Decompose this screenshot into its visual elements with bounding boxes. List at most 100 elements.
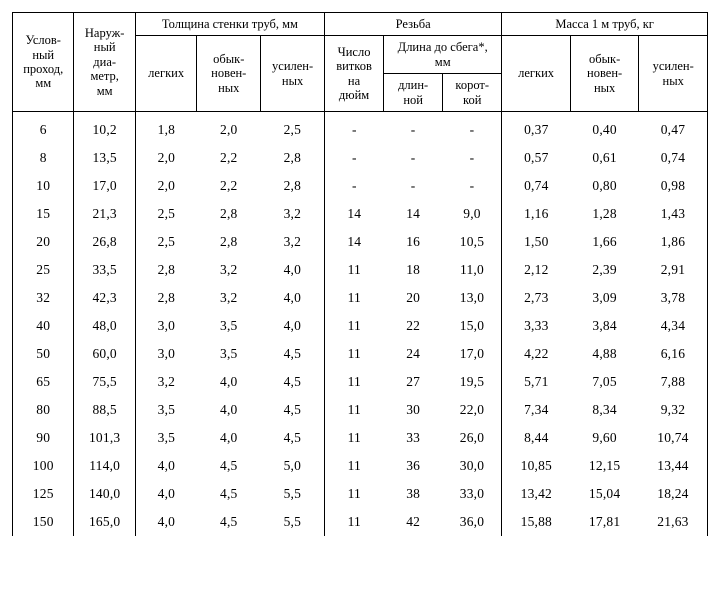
table-header: Услов-ныйпроход,мм Наруж-ныйдиа-метр,мм … (13, 13, 708, 112)
cell-ll: - (384, 144, 443, 172)
cell-m3: 0,74 (639, 144, 708, 172)
cell-od: 140,0 (74, 480, 135, 508)
cell-t1: 2,8 (135, 256, 196, 284)
table-row: 90101,33,54,04,5113326,08,449,6010,74 (13, 424, 708, 452)
cell-t2: 4,0 (197, 368, 261, 396)
cell-tp: 14 (325, 200, 384, 228)
cell-m3: 4,34 (639, 312, 708, 340)
cell-tp: 11 (325, 396, 384, 424)
cell-ll: 24 (384, 340, 443, 368)
table-row: 5060,03,03,54,5112417,04,224,886,16 (13, 340, 708, 368)
cell-ls: - (443, 111, 502, 144)
cell-m2: 1,28 (570, 200, 639, 228)
cell-ls: 26,0 (443, 424, 502, 452)
cell-t2: 2,2 (197, 144, 261, 172)
table-row: 4048,03,03,54,0112215,03,333,844,34 (13, 312, 708, 340)
cell-od: 42,3 (74, 284, 135, 312)
cell-m3: 7,88 (639, 368, 708, 396)
cell-m3: 1,43 (639, 200, 708, 228)
table-row: 150165,04,04,55,5114236,015,8817,8121,63 (13, 508, 708, 536)
cell-tp: 11 (325, 452, 384, 480)
hdr-grp-rezba: Резьба (325, 13, 502, 36)
cell-ll: 14 (384, 200, 443, 228)
table-row: 1017,02,02,22,8---0,740,800,98 (13, 172, 708, 200)
cell-ls: 33,0 (443, 480, 502, 508)
cell-ll: 22 (384, 312, 443, 340)
cell-od: 88,5 (74, 396, 135, 424)
hdr-dlina-sbeg: Длина до сбега*,мм (384, 36, 502, 74)
cell-od: 21,3 (74, 200, 135, 228)
cell-ll: - (384, 172, 443, 200)
cell-m3: 3,78 (639, 284, 708, 312)
cell-d: 80 (13, 396, 74, 424)
cell-ll: 33 (384, 424, 443, 452)
table-row: 610,21,82,02,5---0,370,400,47 (13, 111, 708, 144)
cell-tp: 11 (325, 256, 384, 284)
cell-t3: 5,5 (261, 480, 325, 508)
cell-t1: 3,0 (135, 340, 196, 368)
hdr-korotkoj: корот-кой (443, 74, 502, 112)
table-row: 813,52,02,22,8---0,570,610,74 (13, 144, 708, 172)
cell-ll: 20 (384, 284, 443, 312)
cell-m3: 18,24 (639, 480, 708, 508)
cell-ls: 15,0 (443, 312, 502, 340)
cell-tp: 11 (325, 312, 384, 340)
cell-m3: 0,98 (639, 172, 708, 200)
cell-m1: 4,22 (502, 340, 571, 368)
cell-ls: 10,5 (443, 228, 502, 256)
cell-d: 65 (13, 368, 74, 396)
cell-t2: 2,8 (197, 200, 261, 228)
cell-m3: 21,63 (639, 508, 708, 536)
cell-ll: 16 (384, 228, 443, 256)
cell-od: 165,0 (74, 508, 135, 536)
cell-t3: 2,8 (261, 144, 325, 172)
cell-tp: 11 (325, 284, 384, 312)
cell-t1: 4,0 (135, 508, 196, 536)
cell-ls: 30,0 (443, 452, 502, 480)
cell-ls: - (443, 172, 502, 200)
cell-d: 90 (13, 424, 74, 452)
cell-t3: 3,2 (261, 228, 325, 256)
cell-d: 100 (13, 452, 74, 480)
cell-ls: 13,0 (443, 284, 502, 312)
cell-od: 26,8 (74, 228, 135, 256)
hdr-m-legkih: легких (502, 36, 571, 112)
hdr-m-obyk: обык-новен-ных (570, 36, 639, 112)
cell-t1: 2,5 (135, 200, 196, 228)
cell-t1: 4,0 (135, 480, 196, 508)
cell-m3: 9,32 (639, 396, 708, 424)
cell-tp: - (325, 172, 384, 200)
cell-m3: 0,47 (639, 111, 708, 144)
cell-ls: 11,0 (443, 256, 502, 284)
cell-od: 48,0 (74, 312, 135, 340)
cell-d: 15 (13, 200, 74, 228)
cell-ll: 27 (384, 368, 443, 396)
cell-t3: 5,0 (261, 452, 325, 480)
cell-t3: 4,0 (261, 256, 325, 284)
cell-m2: 3,84 (570, 312, 639, 340)
cell-m1: 15,88 (502, 508, 571, 536)
cell-m2: 9,60 (570, 424, 639, 452)
cell-d: 50 (13, 340, 74, 368)
cell-tp: - (325, 111, 384, 144)
cell-m3: 1,86 (639, 228, 708, 256)
cell-t1: 3,2 (135, 368, 196, 396)
cell-od: 10,2 (74, 111, 135, 144)
cell-m2: 4,88 (570, 340, 639, 368)
cell-t3: 5,5 (261, 508, 325, 536)
cell-m2: 8,34 (570, 396, 639, 424)
cell-d: 20 (13, 228, 74, 256)
cell-tp: 11 (325, 340, 384, 368)
cell-t2: 4,0 (197, 396, 261, 424)
hdr-grp-tolshina: Толщина стенки труб, мм (135, 13, 324, 36)
table-body: 610,21,82,02,5---0,370,400,47813,52,02,2… (13, 111, 708, 536)
cell-m1: 2,12 (502, 256, 571, 284)
cell-m1: 1,16 (502, 200, 571, 228)
hdr-uslov: Услов-ныйпроход,мм (13, 13, 74, 112)
cell-ll: 18 (384, 256, 443, 284)
cell-od: 114,0 (74, 452, 135, 480)
table-row: 6575,53,24,04,5112719,55,717,057,88 (13, 368, 708, 396)
cell-t3: 4,5 (261, 340, 325, 368)
cell-m2: 2,39 (570, 256, 639, 284)
table-row: 100114,04,04,55,0113630,010,8512,1513,44 (13, 452, 708, 480)
